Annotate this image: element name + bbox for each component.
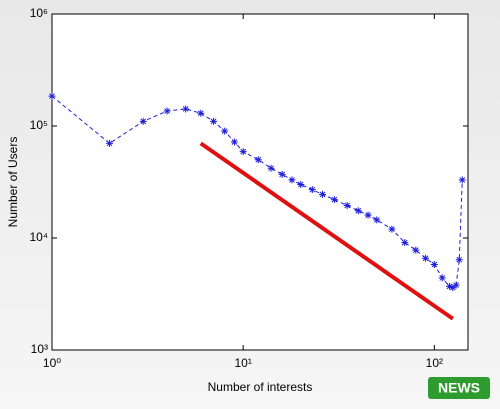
marker: [373, 216, 381, 224]
marker: [430, 260, 438, 268]
marker: [197, 109, 205, 117]
x-tick-label: 10²: [426, 356, 443, 370]
marker: [308, 186, 316, 194]
marker: [422, 254, 430, 262]
marker: [163, 107, 171, 115]
marker: [221, 127, 229, 135]
marker: [364, 211, 372, 219]
y-tick-label: 10⁵: [30, 118, 48, 132]
marker: [388, 225, 396, 233]
marker: [343, 202, 351, 210]
logo-badge: [428, 377, 490, 399]
marker: [182, 105, 190, 113]
marker: [449, 284, 457, 292]
marker: [354, 207, 362, 215]
marker: [330, 196, 338, 204]
series-line: [199, 141, 455, 321]
x-tick-label: 10⁰: [43, 356, 61, 370]
y-axis-label: Number of Users: [6, 137, 20, 228]
y-tick-label: 10⁴: [29, 230, 48, 244]
marker: [412, 246, 420, 254]
marker: [297, 181, 305, 189]
marker: [458, 176, 466, 184]
y-tick-label: 10⁶: [30, 6, 48, 20]
marker: [139, 117, 147, 125]
marker: [210, 117, 218, 125]
marker: [254, 156, 262, 164]
marker: [445, 282, 453, 290]
marker: [452, 281, 460, 289]
marker: [455, 256, 463, 264]
marker: [106, 139, 114, 147]
marker: [48, 92, 56, 100]
x-axis-label: Number of interests: [208, 380, 313, 394]
marker: [239, 148, 247, 156]
marker: [278, 170, 286, 178]
marker: [438, 274, 446, 282]
marker: [230, 138, 238, 146]
y-tick-label: 10³: [31, 342, 48, 356]
marker: [318, 190, 326, 198]
marker: [401, 239, 409, 247]
watermark: NEWS: [438, 380, 480, 396]
x-tick-label: 10¹: [234, 356, 251, 370]
marker: [288, 176, 296, 184]
marker: [267, 164, 275, 172]
plot-area: [51, 13, 469, 351]
